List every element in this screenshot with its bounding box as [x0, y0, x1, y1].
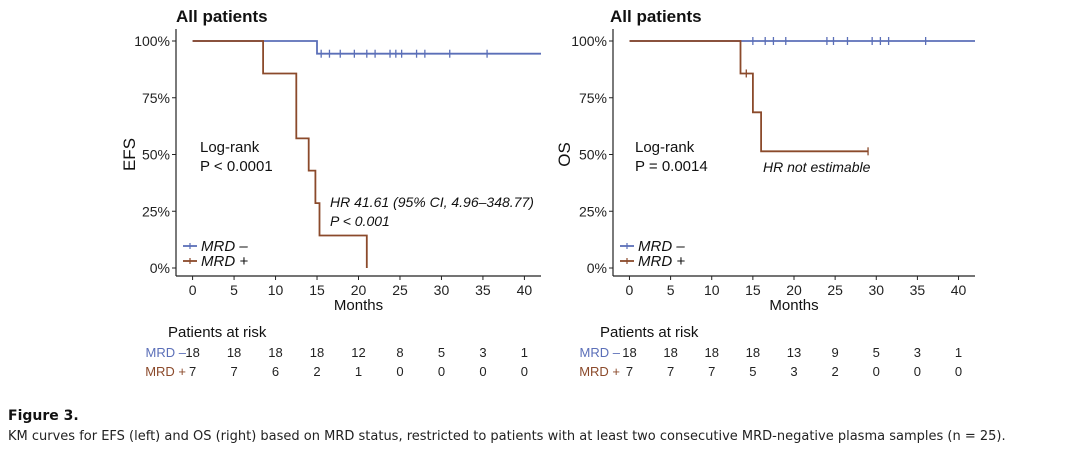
os-xtick-label: 0 — [626, 282, 634, 298]
os-risk-cell: 18 — [746, 345, 760, 360]
efs-xtick-label: 15 — [309, 282, 325, 298]
os-risk-cell: 9 — [832, 345, 839, 360]
efs-risk-cell: 12 — [351, 345, 365, 360]
efs-xtick-label: 30 — [434, 282, 450, 298]
os-xtick-label: 25 — [827, 282, 843, 298]
efs-risk-cell: 5 — [438, 345, 445, 360]
os-risk-row-label: MRD – — [580, 345, 621, 360]
os-risk-cell: 0 — [955, 364, 962, 379]
os-ytick-label: 50% — [579, 147, 607, 163]
os-risk-cell: 18 — [622, 345, 636, 360]
os-xtick-label: 15 — [745, 282, 761, 298]
os-series-1-curve — [629, 40, 868, 153]
caption-title: Figure 3. — [8, 408, 79, 424]
os-title: All patients — [610, 7, 702, 26]
efs-xlabel: Months — [334, 297, 383, 314]
efs-xtick-label: 0 — [189, 282, 197, 298]
efs-xtick-label: 25 — [392, 282, 408, 298]
efs-risk-row-label: MRD + — [145, 364, 186, 379]
efs-xtick-label: 40 — [517, 282, 533, 298]
os-risk-cell: 0 — [873, 364, 880, 379]
efs-risk-cell: 1 — [521, 345, 528, 360]
os-risk-cell: 13 — [787, 345, 801, 360]
efs-risk-cell: 7 — [189, 364, 196, 379]
efs-legend-label: MRD – — [201, 238, 248, 255]
efs-risk-cell: 1 — [355, 364, 362, 379]
os-ylabel: OS — [555, 142, 574, 167]
os-risk-cell: 2 — [832, 364, 839, 379]
efs-ytick-label: 25% — [142, 203, 170, 219]
efs-ylabel: EFS — [120, 138, 139, 171]
caption-text: KM curves for EFS (left) and OS (right) … — [8, 429, 1006, 444]
efs-title: All patients — [176, 7, 268, 26]
efs-risk-title: Patients at risk — [168, 324, 267, 341]
efs-logrank-label: Log-rank — [200, 139, 260, 156]
os-legend-label: MRD – — [638, 238, 685, 255]
os-risk-cell: 18 — [704, 345, 718, 360]
efs-ytick-label: 100% — [134, 33, 170, 49]
efs-xtick-label: 10 — [268, 282, 284, 298]
os-risk-cell: 0 — [914, 364, 921, 379]
os-ytick-label: 100% — [571, 33, 607, 49]
efs-legend-label: MRD + — [201, 253, 248, 270]
os-xtick-label: 30 — [868, 282, 884, 298]
os-xtick-label: 10 — [704, 282, 720, 298]
os-risk-cell: 5 — [873, 345, 880, 360]
efs-risk-cell: 6 — [272, 364, 279, 379]
os-xlabel: Months — [769, 297, 818, 314]
efs-risk-cell: 0 — [521, 364, 528, 379]
os-hr-label: HR not estimable — [763, 159, 871, 175]
os-logrank-p: P = 0.0014 — [635, 158, 708, 175]
os-risk-cell: 5 — [749, 364, 756, 379]
efs-risk-cell: 8 — [396, 345, 403, 360]
os-xtick-label: 5 — [667, 282, 675, 298]
os-logrank-label: Log-rank — [635, 139, 695, 156]
efs-risk-cell: 2 — [313, 364, 320, 379]
os-xtick-label: 40 — [951, 282, 967, 298]
efs-ytick-label: 75% — [142, 90, 170, 106]
os-risk-cell: 7 — [626, 364, 633, 379]
efs-risk-cell: 0 — [438, 364, 445, 379]
os-risk-cell: 3 — [790, 364, 797, 379]
figure-caption: Figure 3. KM curves for EFS (left) and O… — [8, 408, 1074, 444]
efs-xtick-label: 35 — [475, 282, 491, 298]
efs-risk-cell: 18 — [310, 345, 324, 360]
efs-hr-label: HR 41.61 (95% CI, 4.96–348.77) — [330, 194, 534, 210]
efs-risk-cell: 18 — [185, 345, 199, 360]
efs-logrank-p: P < 0.0001 — [200, 158, 273, 175]
os-ytick-label: 25% — [579, 203, 607, 219]
efs-xtick-label: 5 — [230, 282, 238, 298]
os-risk-cell: 7 — [667, 364, 674, 379]
efs-risk-cell: 3 — [479, 345, 486, 360]
os-xtick-label: 35 — [910, 282, 926, 298]
efs-risk-cell: 18 — [268, 345, 282, 360]
os-risk-cell: 18 — [663, 345, 677, 360]
efs-risk-cell: 0 — [479, 364, 486, 379]
efs-risk-row-label: MRD – — [146, 345, 187, 360]
efs-ytick-label: 50% — [142, 147, 170, 163]
efs-ytick-label: 0% — [150, 260, 170, 276]
os-risk-cell: 1 — [955, 345, 962, 360]
efs-risk-cell: 18 — [227, 345, 241, 360]
efs-series-1-curve — [192, 40, 368, 268]
efs-risk-cell: 0 — [396, 364, 403, 379]
os-xtick-label: 20 — [786, 282, 802, 298]
os-risk-row-label: MRD + — [579, 364, 620, 379]
efs-hr-p: P < 0.001 — [330, 213, 390, 229]
os-risk-cell: 7 — [708, 364, 715, 379]
os-ytick-label: 75% — [579, 90, 607, 106]
efs-xtick-label: 20 — [351, 282, 367, 298]
efs-risk-cell: 7 — [230, 364, 237, 379]
os-risk-cell: 3 — [914, 345, 921, 360]
os-risk-title: Patients at risk — [600, 324, 699, 341]
os-ytick-label: 0% — [587, 260, 607, 276]
os-legend-label: MRD + — [638, 253, 685, 270]
